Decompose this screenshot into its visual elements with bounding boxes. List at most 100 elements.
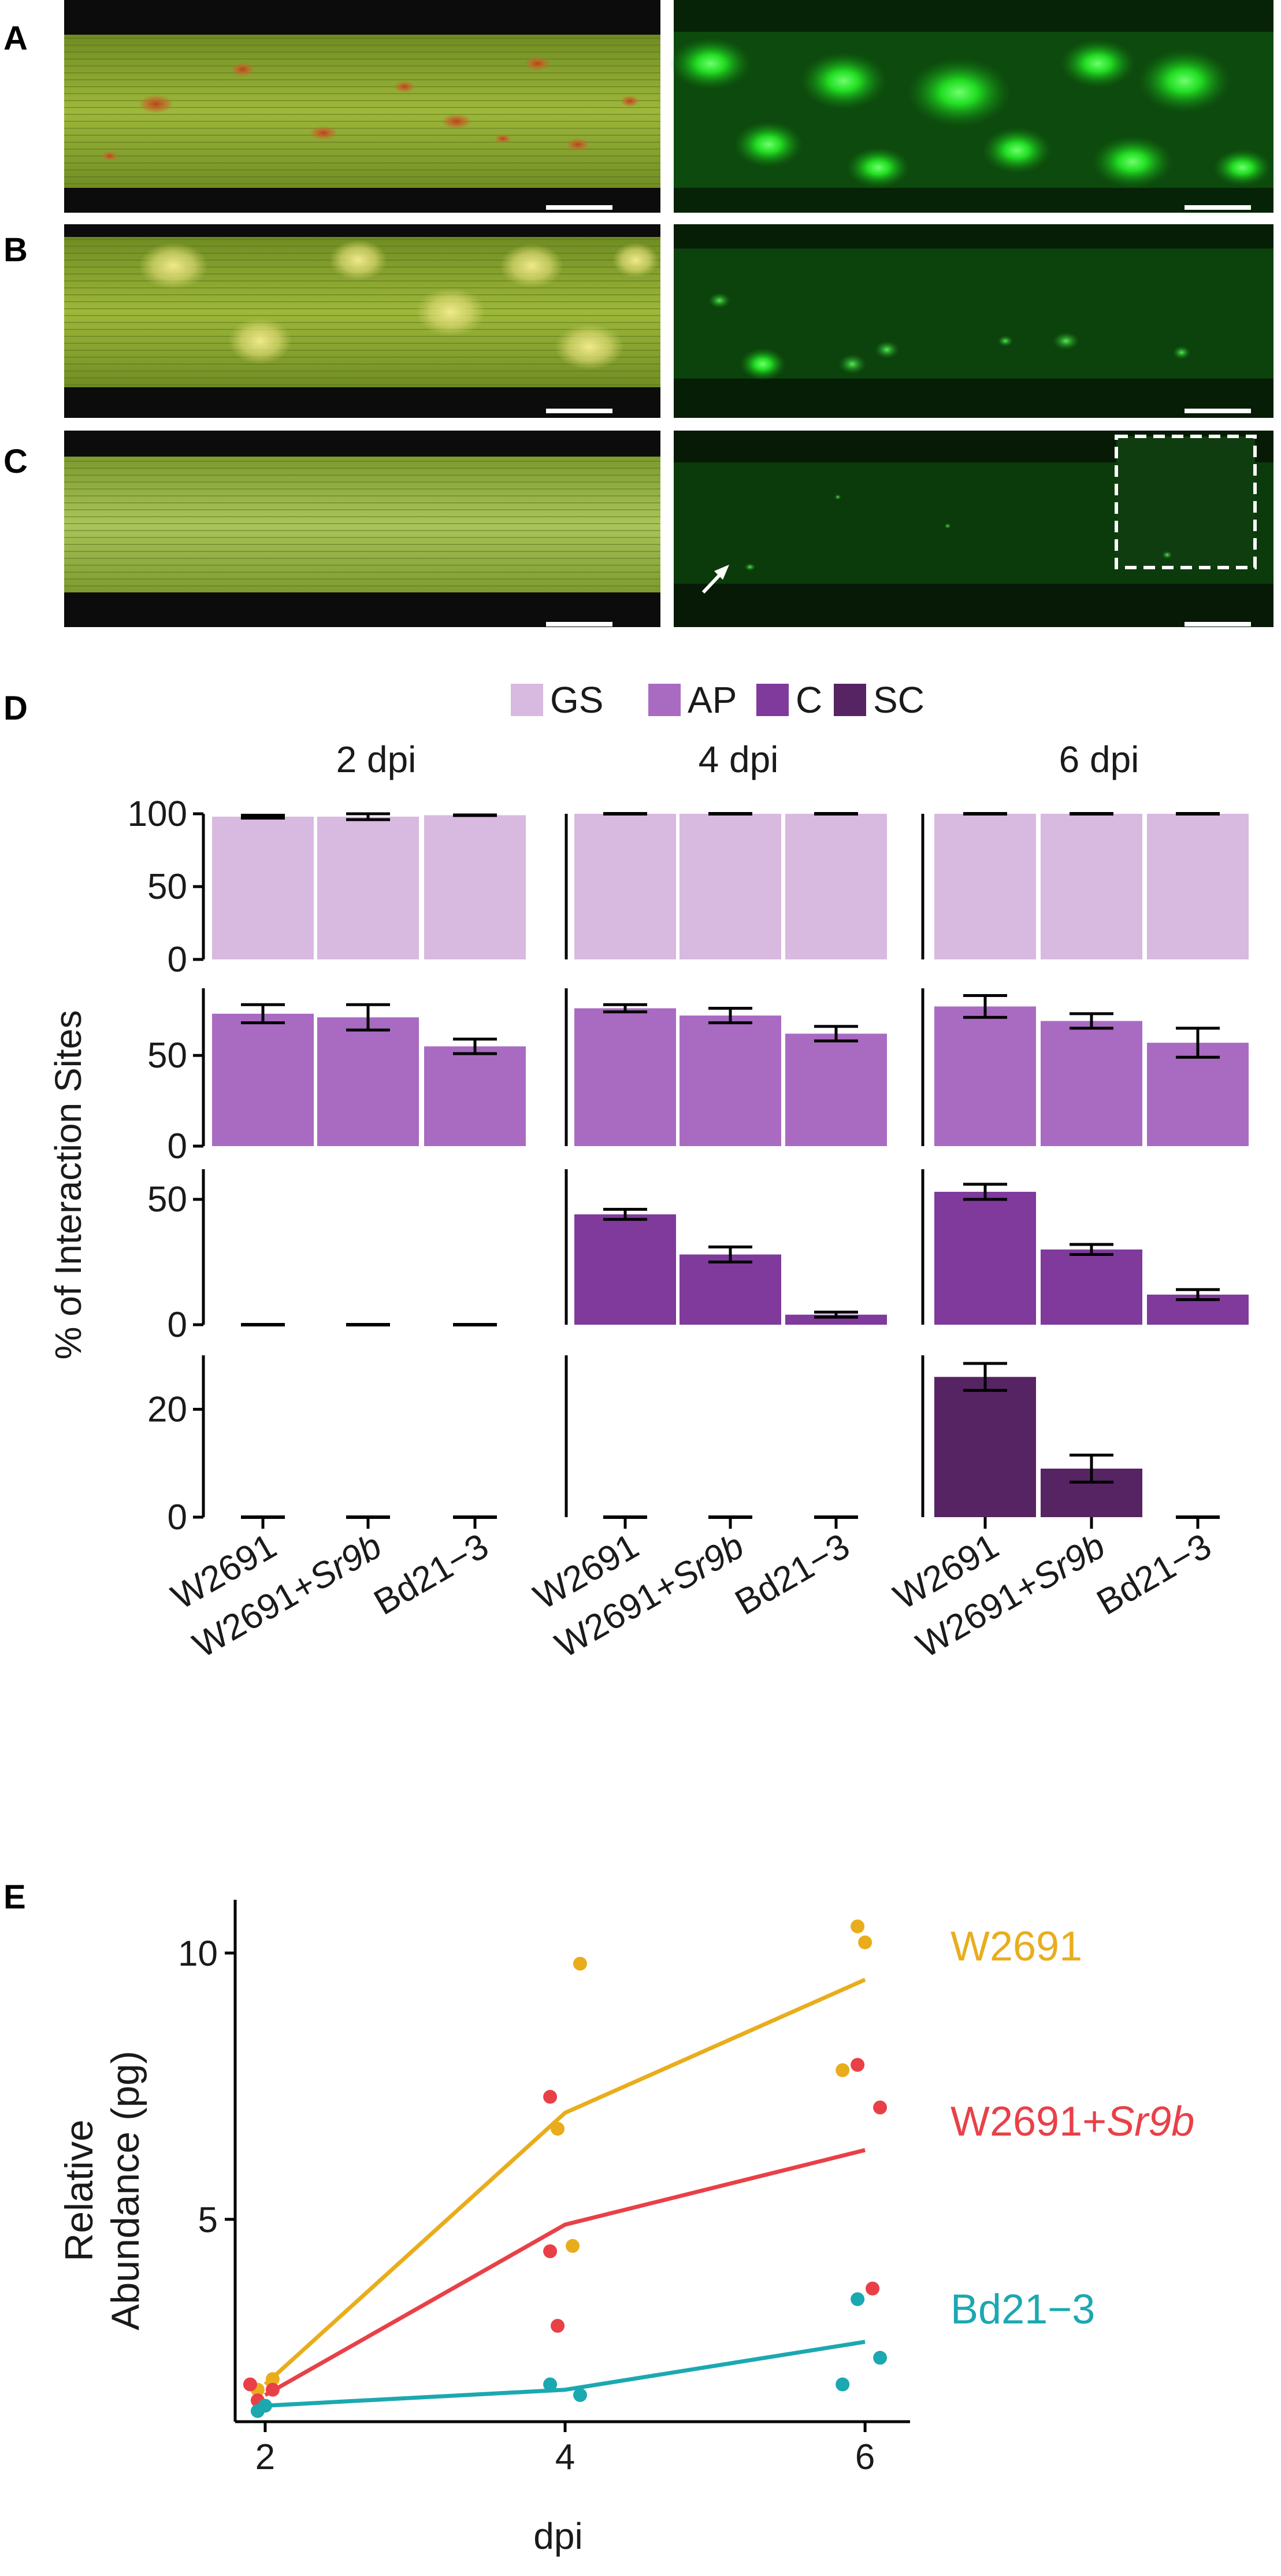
infection-site [744,563,756,571]
series-label-W2691+Sr9b: W2691+Sr9b [950,2099,1194,2145]
data-point-W2691 [573,1956,587,1971]
infection-site [944,523,951,529]
scale-bar [546,622,612,627]
data-point-W2691+Sr9b [866,2281,880,2296]
image-c-fluorescence [674,431,1273,627]
rust-lesions [102,57,639,161]
bar-c-1-2 [785,1314,887,1325]
image-b-brightfield [64,224,660,418]
data-point-W2691+Sr9b [543,2089,558,2104]
y-tick-label: 20 [147,1389,187,1429]
y-tick-label: 50 [147,1036,187,1076]
y-tick-label: 50 [147,1180,187,1220]
data-point-W2691+Sr9b [551,2319,565,2333]
chlorotic-spots [139,240,659,370]
scale-bar [1185,205,1251,210]
facet-title-2-dpi: 2 dpi [336,739,417,780]
data-point-W2691 [265,2372,280,2386]
y-axis-title: % of Interaction Sites [47,1010,89,1360]
bar-gs-0-1 [317,817,419,959]
bar-gs-0-0 [212,817,314,959]
legend-key-sc [834,684,866,716]
data-point-W2691+Sr9b [265,2382,280,2397]
y-tick-label: 100 [128,794,187,834]
y-tick-label: 50 [147,867,187,907]
inset-box [1115,435,1257,569]
bar-gs-0-2 [424,815,526,959]
series-line-Bd21−3 [265,2340,866,2408]
legend-key-ap [648,684,681,716]
y-tick-label: 0 [168,1305,187,1345]
bar-ap-0-0 [212,1013,314,1146]
image-b-fluorescence [674,224,1273,418]
data-point-W2691 [858,1935,872,1949]
y-tick-label: 5 [198,2200,218,2240]
data-point-W2691+Sr9b [851,2058,865,2072]
data-point-W2691+Sr9b [873,2100,888,2115]
series-label-W2691: W2691 [950,1923,1082,1970]
data-point-W2691 [836,2063,850,2077]
bar-sc-2-0 [934,1377,1036,1517]
image-c-brightfield [64,431,660,627]
bar-c-2-0 [934,1192,1036,1325]
fungal-colonies [670,38,1271,188]
scale-bar [546,205,612,210]
x-tick-label: 4 [555,2437,575,2477]
series-line-W2691+Sr9b [264,2148,866,2397]
data-point-Bd21−3 [258,2399,272,2413]
bar-gs-1-2 [785,814,887,959]
x-category-label: Bd21−3 [367,1526,495,1623]
image-a-brightfield [64,0,660,213]
micrograph-images [64,0,1273,627]
bar-gs-1-1 [680,814,781,959]
bar-ap-2-2 [1147,1043,1249,1146]
x-category-label: Bd21−3 [1090,1526,1218,1623]
bar-ap-0-2 [424,1046,526,1146]
y-axis-title: RelativeAbundance (pg) [57,2051,147,2330]
panel-label-e: E [3,1878,26,1916]
bar-ap-1-1 [680,1015,781,1146]
bar-gs-2-2 [1147,814,1249,959]
bar-c-1-1 [680,1254,781,1325]
data-point-W2691 [566,2238,580,2253]
data-point-W2691+Sr9b [543,2244,558,2259]
legend-label-c: C [796,679,822,721]
bar-c-2-1 [1041,1249,1142,1325]
bar-ap-1-2 [785,1033,887,1146]
bar-gs-2-1 [1041,814,1142,959]
bar-ap-0-1 [317,1017,419,1146]
y-tick-label: 0 [168,940,187,980]
bar-ap-2-1 [1041,1021,1142,1146]
data-point-Bd21−3 [573,2388,587,2402]
bar-c-1-0 [574,1214,676,1325]
data-point-W2691 [851,1919,865,1934]
series-label-Bd21−3: Bd21−3 [950,2286,1095,2333]
scale-bar [1185,409,1251,413]
panel-e-line-chart: 5 10 2 4 6 dpi RelativeAbundance (pg) W2691 W269… [57,1900,1194,2557]
scale-bar [1185,622,1251,627]
bar-gs-1-0 [574,814,676,959]
arrow-icon [701,565,729,594]
fungal-colonies [708,292,1191,380]
panel-label-d: D [3,690,28,727]
data-point-Bd21−3 [836,2377,850,2392]
data-point-Bd21−3 [543,2377,558,2392]
scale-bar [546,409,612,413]
x-tick-label: 6 [855,2437,875,2477]
y-tick-label: 0 [168,1498,187,1537]
infection-site [834,494,841,500]
panel-label-c: C [3,443,28,480]
image-a-fluorescence [670,0,1273,213]
y-tick-label: 10 [178,1934,218,1974]
legend-key-gs [511,684,543,716]
infection-site [1162,551,1172,559]
x-axis-title: dpi [533,2515,582,2557]
legend-label-gs: GS [550,679,603,721]
facet-title-4-dpi: 4 dpi [699,739,779,780]
legend-label-ap: AP [688,679,737,721]
bar-gs-2-0 [934,814,1036,959]
bar-ap-1-0 [574,1008,676,1146]
y-tick-label: 0 [168,1126,187,1166]
